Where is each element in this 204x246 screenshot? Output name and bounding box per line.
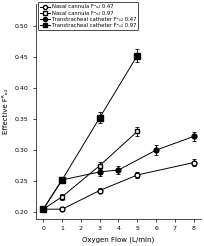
X-axis label: Oxygen Flow (L/min): Oxygen Flow (L/min) — [82, 237, 155, 243]
Y-axis label: Effective Fᴿₒ₂: Effective Fᴿₒ₂ — [3, 88, 9, 134]
Legend: Nasal cannula Fᴿₒ₂ 0.47, Nasal cannula Fᴿₒ₂ 0.97, Transtracheal catheter Fᴿₒ₂ 0.: Nasal cannula Fᴿₒ₂ 0.47, Nasal cannula F… — [38, 2, 138, 31]
